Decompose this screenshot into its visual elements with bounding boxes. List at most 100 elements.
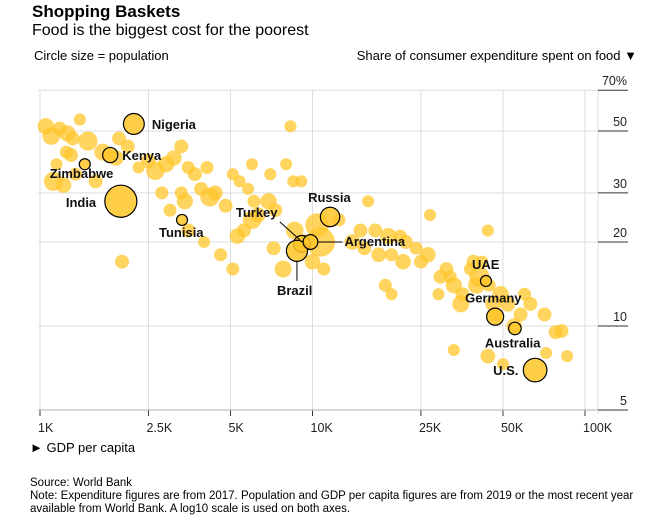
country-bubble: [155, 186, 169, 200]
country-bubble: [295, 175, 308, 188]
country-bubble: [174, 139, 189, 154]
country-bubble: [424, 208, 437, 221]
highlighted-bubble: [522, 357, 548, 383]
x-tick-label: 2.5K: [146, 421, 172, 435]
highlighted-bubble: [122, 112, 145, 135]
country-bubble: [476, 255, 489, 268]
country-bubble: [242, 182, 255, 195]
highlighted-bubble: [104, 184, 138, 218]
country-bubble: [200, 160, 214, 174]
country-bubble: [499, 296, 516, 312]
country-bubble: [385, 248, 399, 262]
country-bubble: [466, 254, 481, 269]
country-bubble: [496, 358, 509, 371]
country-bubble: [55, 177, 72, 193]
highlighted-bubble: [102, 146, 119, 164]
country-bubble: [246, 158, 259, 171]
x-axis-title: ► GDP per capita: [30, 440, 136, 455]
country-bubble: [226, 262, 240, 276]
country-bubble: [540, 347, 553, 360]
country-bubble: [218, 198, 233, 213]
y-tick-label: 5: [620, 394, 627, 408]
country-bubble: [317, 262, 331, 276]
highlighted-bubble: [302, 234, 319, 250]
highlighted-bubble: [486, 307, 505, 326]
country-label: Nigeria: [152, 117, 197, 132]
country-bubble: [226, 168, 239, 181]
footer-notes: Source: World Bank Note: Expenditure fig…: [30, 477, 650, 516]
country-bubble: [561, 350, 574, 363]
country-bubble: [455, 287, 470, 302]
country-label: Brazil: [277, 283, 312, 298]
country-bubble: [480, 348, 496, 364]
country-bubble: [385, 288, 398, 301]
country-bubble: [353, 223, 368, 238]
country-label: India: [66, 195, 97, 210]
country-bubble: [357, 241, 372, 256]
highlighted-bubble: [508, 321, 522, 336]
country-bubble: [280, 158, 293, 171]
country-bubble: [64, 148, 79, 162]
country-bubble: [250, 207, 266, 223]
country-bubble: [274, 260, 292, 278]
country-label: Turkey: [236, 205, 278, 220]
country-bubble: [247, 194, 261, 208]
chart-subtitle: Food is the biggest cost for the poorest: [32, 22, 309, 39]
country-bubble: [181, 223, 196, 238]
country-bubble: [409, 241, 423, 255]
country-bubble: [78, 131, 98, 151]
country-label: Australia: [485, 335, 541, 350]
country-bubble: [166, 150, 182, 166]
country-bubble: [285, 221, 304, 240]
note-text: Note: Expenditure figures are from 2017.…: [30, 490, 634, 515]
highlighted-bubble: [78, 158, 91, 171]
country-bubble: [378, 278, 392, 292]
country-bubble: [447, 344, 460, 357]
country-bubble: [368, 223, 383, 238]
country-bubble: [398, 235, 413, 249]
country-bubble: [371, 247, 387, 263]
y-tick-label: 50: [613, 115, 627, 129]
country-bubble: [120, 139, 135, 154]
country-bubble: [432, 288, 445, 301]
country-label: Argentina: [344, 234, 405, 249]
axes: 1K 2.5K 5K 10K 25K 50K 100K 70% 50 30 20 10 5: [38, 74, 628, 435]
country-bubble: [513, 307, 528, 322]
country-bubble: [481, 224, 494, 237]
country-label: Germany: [465, 291, 522, 306]
country-bubble: [304, 253, 321, 270]
country-label: UAE: [472, 257, 500, 272]
y-tick-label: 70%: [602, 74, 627, 88]
country-bubble: [284, 120, 297, 133]
size-legend-note: Circle size = population: [34, 48, 169, 63]
highlighted-bubbles: [78, 112, 548, 383]
highlighted-bubble: [319, 206, 341, 228]
country-bubble: [50, 158, 63, 171]
highlighted-bubble: [479, 274, 493, 288]
country-label: Tunisia: [159, 225, 204, 240]
country-label: U.S.: [493, 363, 518, 378]
country-bubble: [420, 247, 436, 263]
x-tick-label: 25K: [419, 421, 442, 435]
country-bubble: [268, 203, 283, 218]
country-bubble: [264, 168, 277, 181]
source-text: Source: World Bank: [30, 477, 133, 489]
country-bubble: [198, 235, 211, 249]
y-tick-label: 10: [613, 310, 627, 324]
country-label: Russia: [308, 190, 351, 205]
y-tick-label: 20: [613, 226, 627, 240]
country-labels: Nigeria Kenya Zimbabwe India Tunisia Turkey Br…: [50, 117, 542, 378]
country-bubble: [395, 253, 411, 270]
country-label: Zimbabwe: [50, 166, 114, 181]
country-bubble: [380, 227, 397, 245]
chart-title: Shopping Baskets: [32, 2, 181, 21]
country-bubble: [65, 131, 80, 146]
country-bubble: [73, 113, 86, 126]
country-bubble: [115, 254, 129, 269]
country-bubble: [537, 307, 552, 322]
turkey-leader-line: [279, 221, 301, 241]
highlighted-bubble: [175, 213, 189, 227]
country-bubble: [132, 161, 145, 174]
country-bubble: [176, 193, 193, 210]
